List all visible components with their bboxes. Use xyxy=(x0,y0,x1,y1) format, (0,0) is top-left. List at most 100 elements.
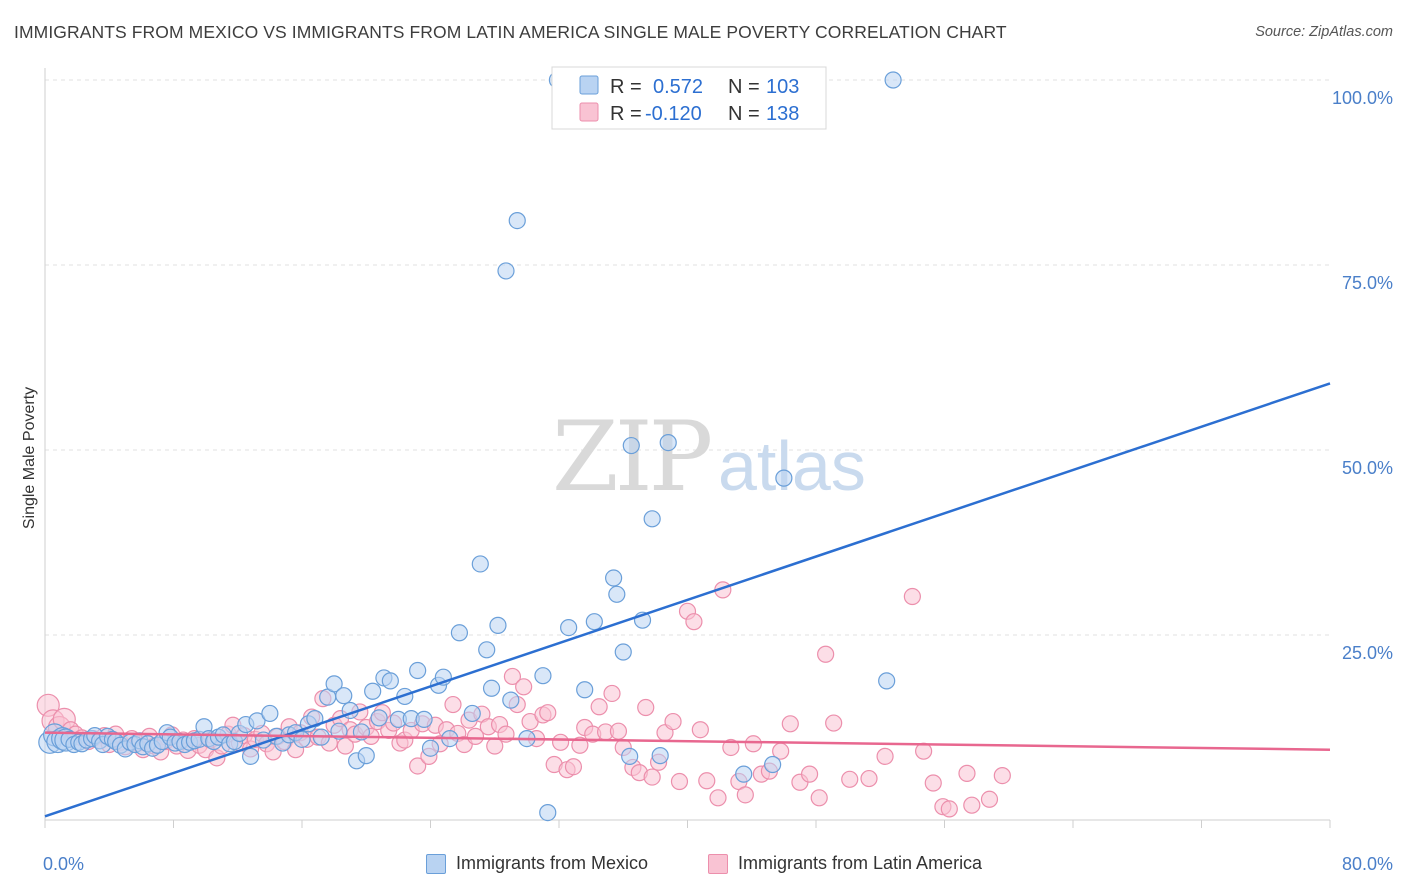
mexico-point xyxy=(357,747,375,765)
y-tick-label-1: 50.0% xyxy=(1342,458,1393,478)
latin-america-point xyxy=(590,698,608,716)
mexico-point xyxy=(497,262,515,280)
latin-america-point xyxy=(903,587,921,606)
latin-america-point xyxy=(744,735,762,753)
mexico-point xyxy=(293,730,311,748)
legend-n-label-latin-america: N = xyxy=(728,103,760,125)
mexico-point xyxy=(534,667,552,685)
bottom-legend-item-mexico: Immigrants from Mexico xyxy=(426,853,648,874)
mexico-point xyxy=(621,747,639,765)
latin-america-point xyxy=(993,766,1011,785)
x-tick-label-max: 80.0% xyxy=(1342,854,1393,874)
bottom-legend-item-latin-america: Immigrants from Latin America xyxy=(708,853,982,874)
legend-top: R = 0.572 N = 103 R = -0.120 N = 138 xyxy=(551,66,827,130)
mexico-point xyxy=(502,691,520,709)
latin-america-point xyxy=(781,715,799,733)
latin-america-point xyxy=(336,737,354,755)
mexico-point xyxy=(605,569,623,587)
watermark: ZIP atlas xyxy=(552,401,866,513)
latin-america-point xyxy=(609,722,628,740)
legend-r-value-latin-america: -0.120 xyxy=(645,103,702,125)
mexico-point xyxy=(489,616,507,634)
latin-america-point xyxy=(691,721,709,739)
mexico-point xyxy=(248,712,266,730)
bottom-legend-swatch-latin-america xyxy=(708,853,728,874)
legend-n-value-mexico: 103 xyxy=(766,76,799,98)
latin-america-point xyxy=(800,765,819,783)
legend-swatch-mexico xyxy=(579,75,599,95)
mexico-point xyxy=(539,803,557,822)
mexico-point xyxy=(478,641,496,659)
mexico-point xyxy=(764,755,782,774)
latin-america-point xyxy=(643,768,661,786)
mexico-point xyxy=(735,765,753,783)
legend-n-value-latin-america: 138 xyxy=(766,103,799,125)
legend-swatch-latin-america xyxy=(579,102,599,122)
tick-labels: 25.0% 50.0% 75.0% 100.0% 0.0% 80.0% xyxy=(43,88,1393,874)
legend-r-label-latin-america: R = xyxy=(610,103,642,125)
mexico-point xyxy=(643,510,661,528)
trendlines xyxy=(44,382,1331,818)
mexico-point xyxy=(608,585,626,603)
latin-america-point xyxy=(664,712,682,731)
watermark-zip: ZIP xyxy=(552,401,711,513)
latin-america-point xyxy=(722,738,740,757)
mexico-point xyxy=(651,747,669,765)
mexico-point xyxy=(261,704,279,723)
series-latin-america xyxy=(36,581,1011,818)
mexico-point xyxy=(576,681,594,699)
latin-america-point xyxy=(709,789,727,807)
bottom-legend-label-latin-america: Immigrants from Latin America xyxy=(738,853,983,873)
latin-america-point xyxy=(444,695,462,714)
latin-america-point xyxy=(958,764,976,782)
x-tick-label-min: 0.0% xyxy=(43,854,84,874)
legend-r-value-mexico: 0.572 xyxy=(653,76,703,98)
latin-america-point xyxy=(552,733,570,751)
mexico-point xyxy=(482,679,501,697)
mexico-point xyxy=(364,682,382,700)
mexico-point xyxy=(585,613,603,631)
latin-america-point xyxy=(736,786,754,804)
latin-america-point xyxy=(860,769,878,788)
latin-america-point xyxy=(409,757,427,775)
latin-america-point xyxy=(637,698,655,717)
bottom-legend: Immigrants from Mexico Immigrants from L… xyxy=(0,853,1406,877)
mexico-point xyxy=(878,672,896,690)
latin-america-point xyxy=(876,747,894,765)
mexico-point xyxy=(659,434,677,452)
mexico-point xyxy=(335,687,353,705)
source-credit: Source: ZipAtlas.com xyxy=(1255,24,1393,40)
latin-america-point xyxy=(810,789,828,807)
latin-america-point xyxy=(924,774,942,792)
latin-america-point xyxy=(603,684,621,703)
y-axis-label: Single Male Poverty xyxy=(21,387,38,529)
mexico-point xyxy=(396,687,414,706)
mexico-point xyxy=(508,212,526,230)
latin-america-point xyxy=(503,667,522,686)
trendline-latin-america xyxy=(44,731,1331,751)
latin-america-point xyxy=(685,613,703,631)
mexico-point xyxy=(463,704,481,723)
gridlines xyxy=(45,79,1330,636)
watermark-atlas: atlas xyxy=(718,427,866,505)
latin-america-point xyxy=(571,736,589,754)
latin-america-point xyxy=(940,800,958,818)
bottom-legend-swatch-mexico xyxy=(426,853,446,874)
mexico-point xyxy=(471,555,489,573)
latin-america-point xyxy=(564,758,583,776)
latin-america-point xyxy=(539,704,557,722)
latin-america-point xyxy=(515,678,533,696)
mexico-point xyxy=(884,71,902,89)
mexico-point xyxy=(370,709,388,727)
mexico-point xyxy=(409,661,427,680)
y-tick-label-0: 25.0% xyxy=(1342,643,1393,663)
latin-america-point xyxy=(670,772,689,791)
mexico-point xyxy=(330,722,348,740)
latin-america-point xyxy=(466,727,485,745)
latin-america-point xyxy=(980,790,999,808)
mexico-point xyxy=(775,469,793,487)
latin-america-point xyxy=(841,770,859,788)
mexico-point xyxy=(614,643,632,661)
legend-n-label-mexico: N = xyxy=(728,76,760,98)
latin-america-point xyxy=(698,772,716,790)
